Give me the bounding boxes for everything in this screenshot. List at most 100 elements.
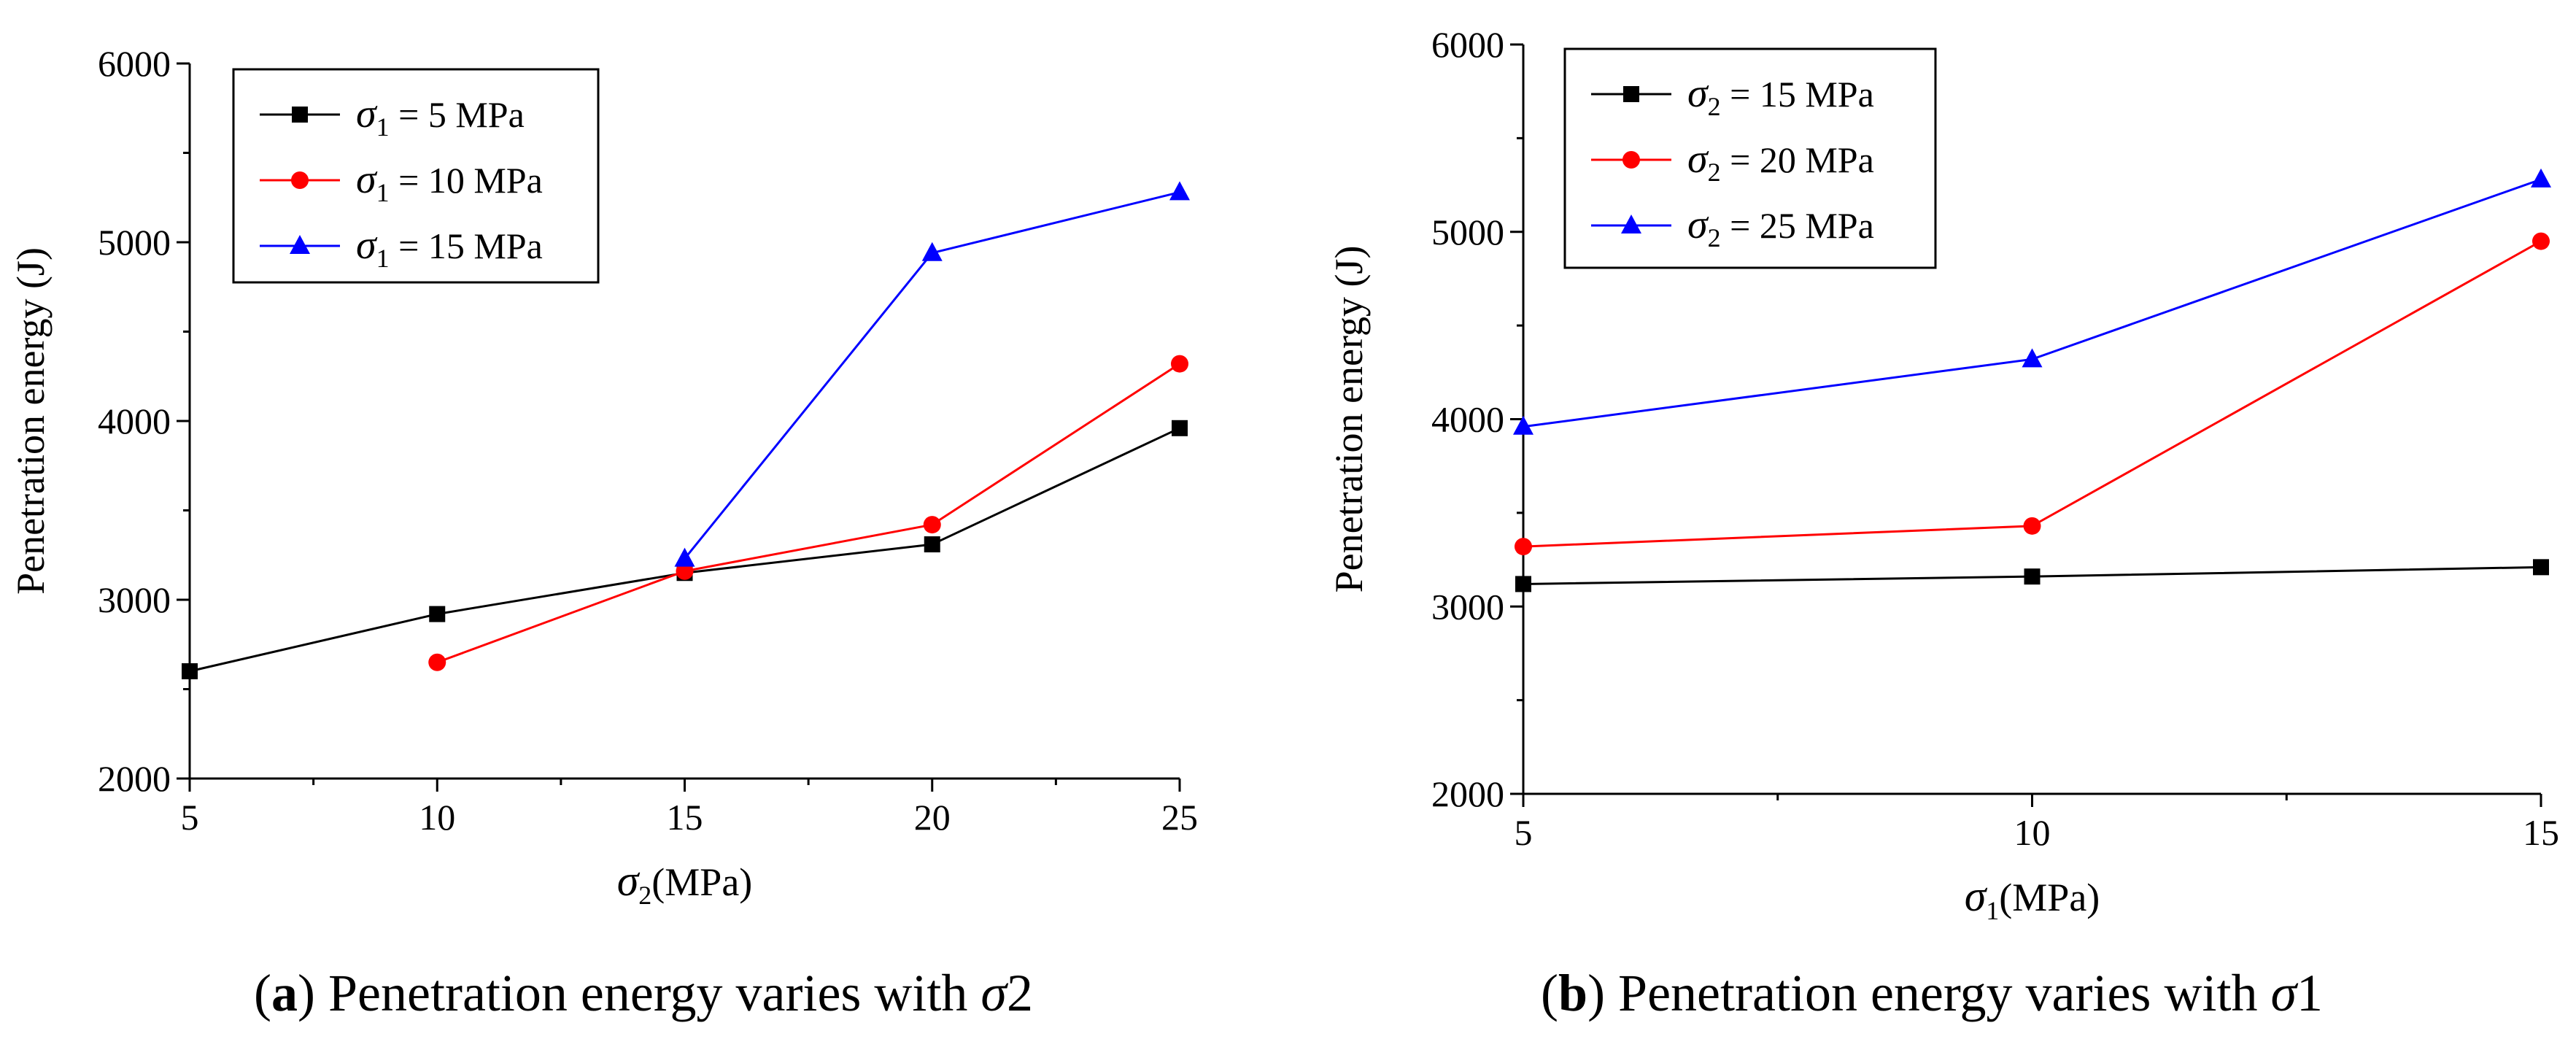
- chart-b-legend-symbol: σ: [1687, 136, 1709, 182]
- chart-b-y-tick-label: 2000: [1431, 773, 1504, 814]
- chart-b-legend-value: = 25 MPa: [1721, 205, 1874, 246]
- chart-a-legend-marker: [292, 107, 308, 123]
- chart-a-y-tick-label: 4000: [98, 401, 171, 441]
- chart-a-x-axis-title: σ2(MPa): [617, 857, 753, 910]
- chart-b-data-point: [2531, 168, 2551, 188]
- chart-b-svg: 2000 3000 4000 5000 6000 5 10 15 Penetration ene…: [1327, 24, 2559, 1022]
- chart-b-caption-paren: (: [1541, 964, 1558, 1022]
- chart-a-x-axis-sub: 2: [638, 881, 651, 910]
- chart-a-caption-paren: (: [254, 964, 271, 1022]
- chart-a-legend-label: σ1 = 10 MPa: [356, 157, 543, 207]
- chart-a-y-tick-label: 6000: [98, 43, 171, 84]
- chart-a-caption: (a) Penetration energy varies with σ2: [254, 964, 1033, 1022]
- chart-a-data-point: [923, 516, 941, 534]
- chart-a-data-point: [674, 547, 695, 567]
- chart-b-series-line: [1523, 240, 2542, 548]
- chart-b-caption-text: ) Penetration energy varies with: [1587, 964, 2270, 1022]
- chart-a-legend-symbol: σ: [356, 223, 378, 268]
- chart-b-y-tick-label: 3000: [1431, 586, 1504, 627]
- chart-b-legend-label: σ2 = 25 MPa: [1687, 202, 1874, 252]
- chart-b-legend-marker: [1623, 86, 1639, 102]
- chart-b-data-point: [2533, 559, 2549, 576]
- chart-b-legend-value: = 20 MPa: [1721, 139, 1874, 180]
- chart-b-legend-sub: 2: [1708, 223, 1721, 252]
- chart-b-legend-sub: 2: [1708, 92, 1721, 121]
- chart-b-y-tick-label: 4000: [1431, 399, 1504, 440]
- chart-panel-b: 2000 3000 4000 5000 6000 5 10 15 Penetration ene…: [1288, 0, 2576, 1035]
- chart-b-legend-marker: [1622, 151, 1640, 169]
- chart-b-legend-label: σ2 = 15 MPa: [1687, 71, 1874, 121]
- chart-a-data-point: [676, 562, 694, 580]
- chart-a-legend-label: σ1 = 15 MPa: [356, 223, 543, 273]
- chart-a-caption-text: ) Penetration energy varies with: [298, 964, 980, 1022]
- chart-a-x-tick-label: 5: [181, 797, 199, 838]
- chart-b-series-1: [1515, 559, 2549, 592]
- chart-b-series-2: [1515, 232, 2550, 556]
- chart-a-data-point: [924, 536, 940, 553]
- chart-a-legend-value: = 15 MPa: [390, 225, 543, 266]
- chart-a-data-point: [1169, 181, 1190, 201]
- chart-a-caption-letter: a: [271, 964, 298, 1022]
- chart-b-data-point: [1513, 415, 1533, 435]
- chart-a-svg: 2000 3000 4000 5000 6000 5 10 15 20 25 Penetration…: [9, 43, 1198, 1022]
- chart-a-x-tick-label: 25: [1161, 797, 1198, 838]
- chart-b-legend-symbol: σ: [1687, 71, 1709, 116]
- chart-b-y-tick-label: 6000: [1431, 24, 1504, 65]
- chart-a-data-point: [921, 242, 943, 261]
- chart-a-x-axis-unit: (MPa): [651, 860, 752, 904]
- chart-a-caption-symbol: σ: [980, 964, 1008, 1022]
- chart-b-x-axis-title: σ1(MPa): [1965, 872, 2100, 925]
- chart-b-legend-marker: [1621, 215, 1641, 233]
- chart-a-legend-label: σ1 = 5 MPa: [356, 91, 525, 142]
- chart-b-x-axis-unit: (MPa): [1999, 876, 2100, 919]
- chart-a-x-axis-symbol: σ: [617, 857, 641, 905]
- chart-b-data-point: [2024, 568, 2041, 585]
- chart-b-data-point: [1515, 576, 1531, 592]
- chart-a-caption-index: 2: [1007, 964, 1033, 1022]
- chart-b-y-axis-title: Penetration energy (J): [1327, 246, 1371, 593]
- chart-a-x-tick-label: 20: [914, 797, 951, 838]
- chart-a-series-2: [428, 355, 1188, 671]
- chart-a-legend-sub: 1: [376, 112, 390, 142]
- chart-b-data-point: [2532, 232, 2550, 250]
- chart-a-series-3: [674, 181, 1190, 567]
- chart-a-data-point: [1171, 355, 1188, 373]
- chart-a-legend-symbol: σ: [356, 91, 378, 136]
- chart-b-data-point: [1515, 538, 1532, 556]
- chart-a-data-point: [428, 653, 446, 671]
- chart-a-data-point: [182, 663, 198, 679]
- chart-b-legend-value: = 15 MPa: [1721, 74, 1874, 115]
- chart-b-x-tick-label: 5: [1515, 812, 1533, 853]
- chart-a-data-point: [429, 606, 446, 622]
- chart-b-data-point: [2022, 348, 2043, 368]
- chart-a-x-tick-label: 15: [667, 797, 703, 838]
- chart-a-legend-marker: [290, 235, 310, 254]
- chart-a-legend-marker: [291, 171, 309, 189]
- chart-b-caption: (b) Penetration energy varies with σ1: [1541, 964, 2323, 1022]
- chart-b-legend-label: σ2 = 20 MPa: [1687, 136, 1874, 187]
- chart-b-data-point: [2023, 517, 2041, 535]
- chart-b-caption-index: 1: [2297, 964, 2323, 1022]
- chart-a-legend-symbol: σ: [356, 157, 378, 202]
- chart-a-legend-sub: 1: [376, 178, 390, 207]
- chart-a-data-point: [1172, 420, 1188, 436]
- chart-b-caption-symbol: σ: [2270, 964, 2298, 1022]
- chart-a-series-line: [436, 363, 1180, 664]
- chart-b-series-3: [1513, 168, 2551, 435]
- chart-a-y-axis-title: Penetration energy (J): [9, 247, 53, 595]
- chart-b-legend-sub: 2: [1708, 158, 1721, 187]
- chart-a-legend-value: = 10 MPa: [390, 160, 543, 201]
- chart-panel-a: 2000 3000 4000 5000 6000 5 10 15 20 25 Penetration…: [0, 0, 1288, 1035]
- chart-b-y-tick-label: 5000: [1431, 212, 1504, 252]
- chart-b-x-tick-label: 10: [2014, 812, 2051, 853]
- chart-b-caption-letter: b: [1558, 964, 1587, 1022]
- chart-a-y-tick-label: 2000: [98, 758, 171, 799]
- chart-a-y-tick-label: 3000: [98, 579, 171, 620]
- chart-a-legend-sub: 1: [376, 244, 390, 273]
- chart-a-y-tick-label: 5000: [98, 222, 171, 263]
- chart-b-x-axis-symbol: σ: [1965, 872, 1988, 920]
- chart-b-x-axis-sub: 1: [1986, 896, 1999, 925]
- chart-a-legend-value: = 5 MPa: [390, 94, 525, 135]
- chart-a-x-tick-label: 10: [419, 797, 455, 838]
